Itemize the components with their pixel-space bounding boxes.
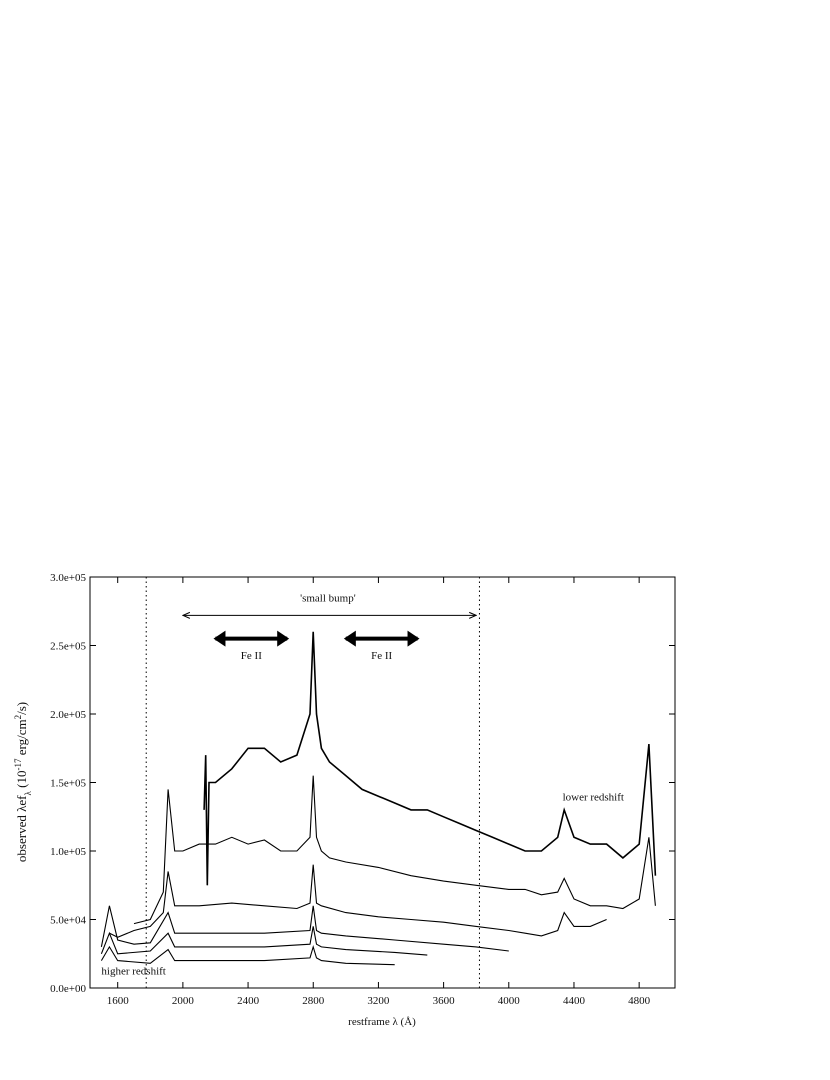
y-label-part: /s) [14,702,29,715]
spectrum-line [100,944,395,966]
x-tick-label: 2000 [172,995,195,1007]
x-tick-label: 1600 [107,995,130,1007]
annotation: lower redshift [563,791,624,803]
spectrum-line [133,775,656,925]
y-tick-label: 2.5e+05 [50,641,86,653]
y-tick-label: 5.0e+04 [50,915,86,927]
annotation: Fe II [371,650,392,662]
x-tick-label: 3600 [433,995,456,1007]
x-tick-label: 3200 [367,995,390,1007]
x-tick-label: 2400 [237,995,260,1007]
y-axis-label: observed λefλ (10-17 erg/cm2/s) [13,702,33,862]
x-tick-label: 4800 [628,995,651,1007]
y-label-part: erg/cm [14,719,29,758]
spectrum-line [100,905,509,952]
y-label-part: observed λef [14,795,29,862]
y-tick-label: 1.5e+05 [50,778,86,790]
y-tick-label: 2.0e+05 [50,709,86,721]
spectrum-line [203,631,657,886]
y-tick-label: 1.0e+05 [50,846,86,858]
x-axis-label: restframe λ (Å) [348,1016,416,1028]
annotation: higher redshift [101,965,165,977]
x-tick-label: 4400 [563,995,586,1007]
x-tick-label: 4000 [498,995,521,1007]
spectrum-line [100,926,428,956]
y-label-part: (10 [14,771,29,792]
y-label-part: -17 [13,758,23,770]
annotation: Fe II [241,650,262,662]
annotation: 'small bump' [300,593,356,605]
y-tick-label: 0.0e+00 [50,983,86,995]
spectrum-line [109,864,607,938]
x-tick-label: 2800 [302,995,325,1007]
y-tick-label: 3.0e+05 [50,572,86,584]
y-label-part: 2 [13,715,23,720]
y-label-part: λ [23,790,33,795]
